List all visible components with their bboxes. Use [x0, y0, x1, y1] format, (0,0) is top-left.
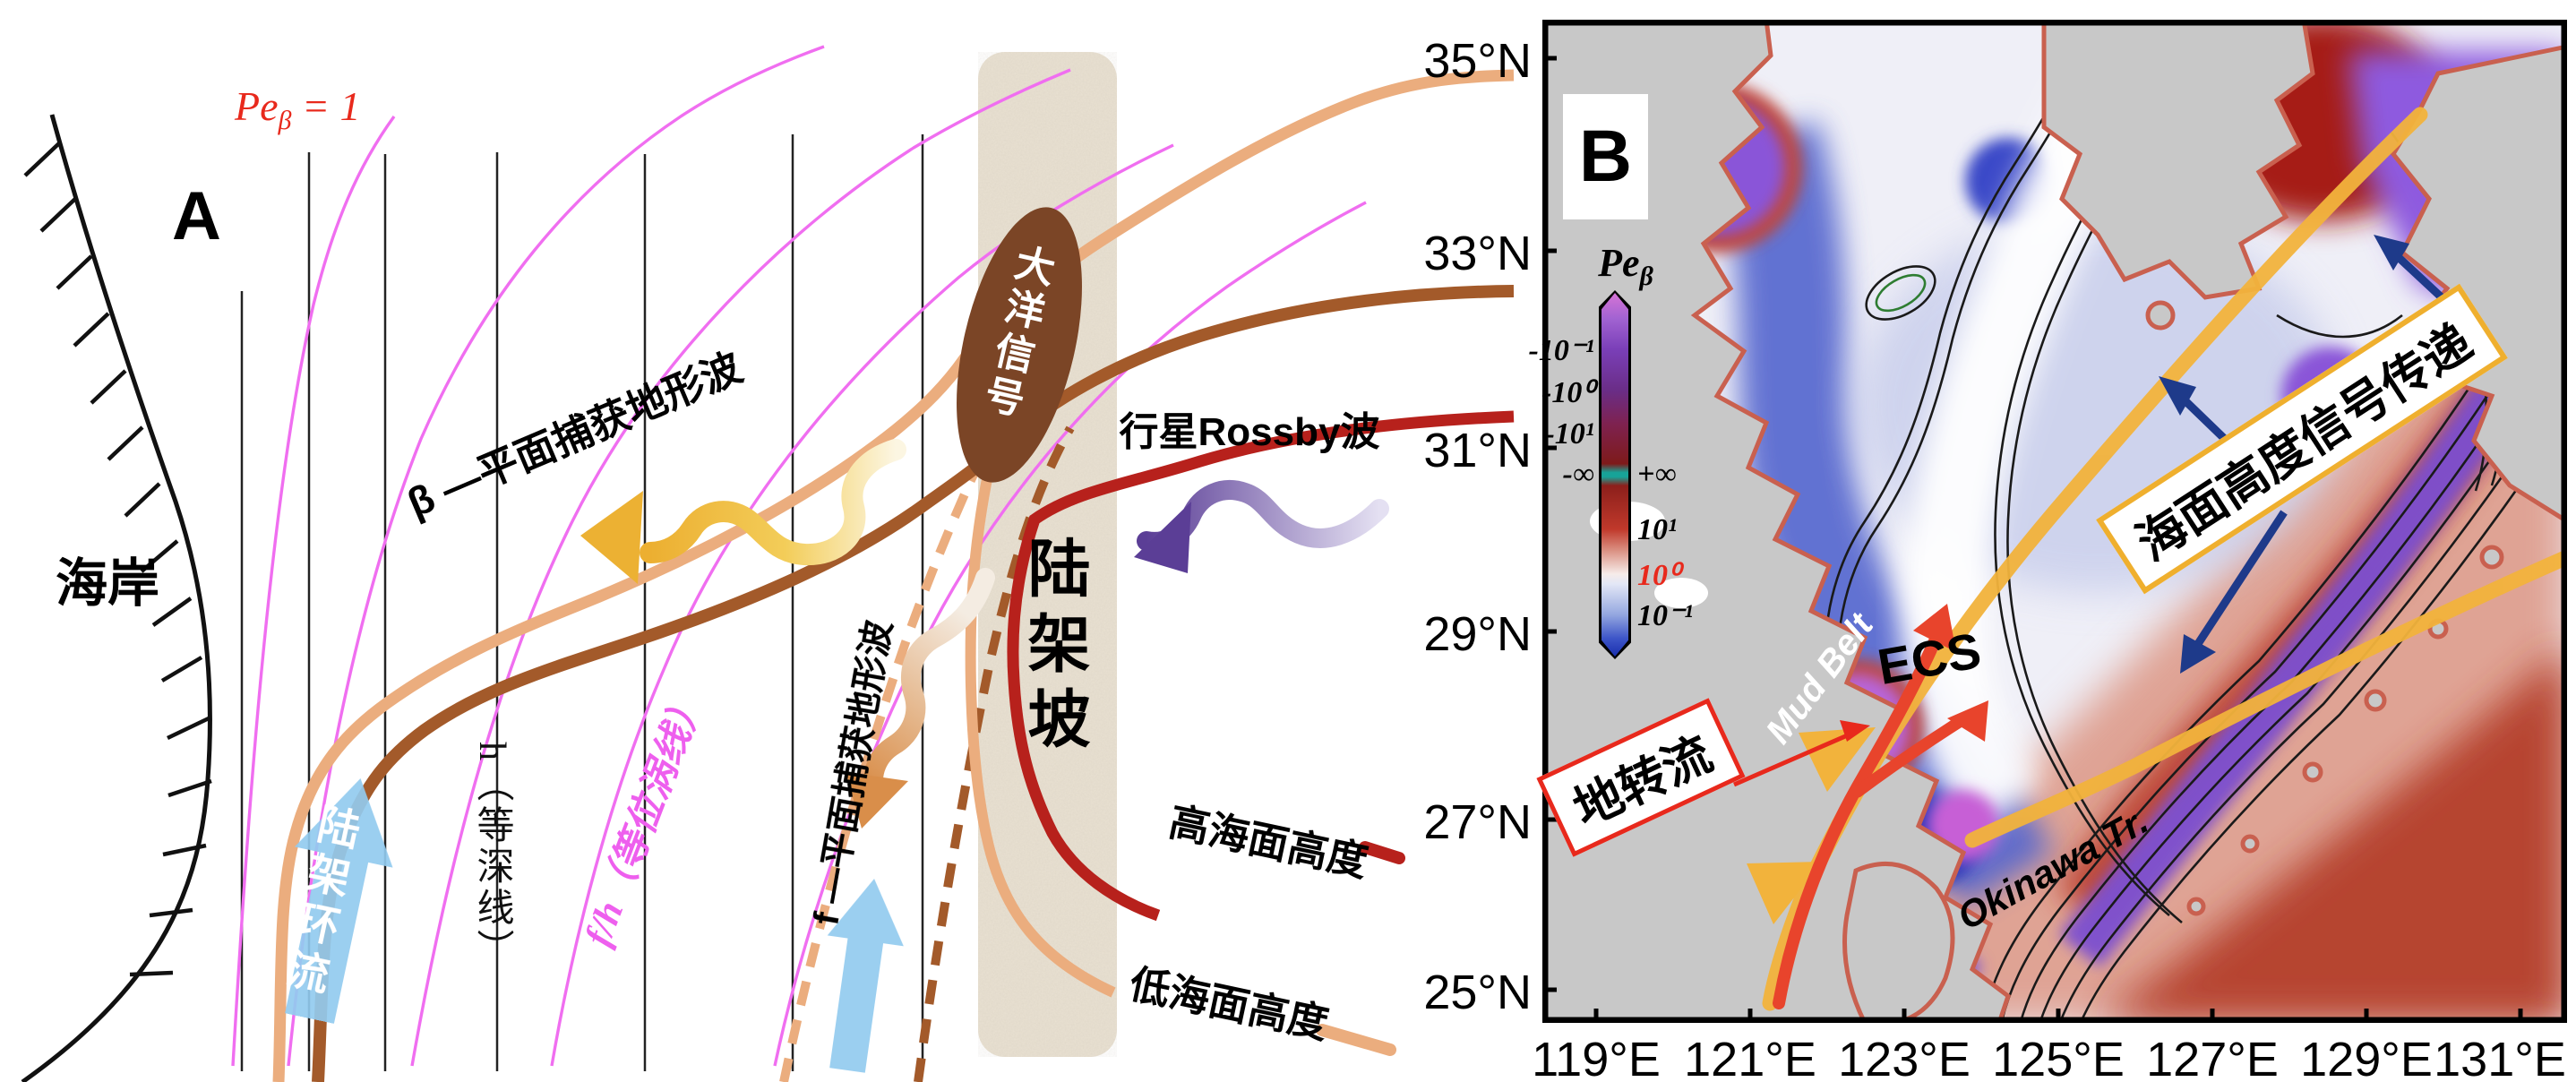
lat-33n: 33°N	[1423, 227, 1532, 280]
panel-a-schematic	[21, 45, 1515, 1082]
pe-eq: = 1	[291, 83, 361, 129]
lon-123e: 123°E	[1838, 1033, 1971, 1082]
coastline	[21, 114, 212, 1082]
low-ssh-dash	[1316, 1024, 1396, 1056]
lat-31n: 31°N	[1423, 424, 1532, 477]
lat-25n: 25°N	[1423, 966, 1532, 1019]
high-ssh-curve	[1007, 410, 1515, 922]
high-ssh-dash	[1359, 841, 1405, 864]
pe-beta-equals-1-label: Peβ = 1	[235, 82, 361, 136]
pe-sub: β	[278, 106, 292, 136]
colorbar-tick-neg-0.1: -10⁻¹	[1528, 334, 1594, 367]
shelf-slope-label: 陆架坡	[1019, 536, 1089, 761]
colorbar-tick-neg-1: -10⁰	[1541, 376, 1594, 409]
land-taiwan	[1842, 861, 1955, 1023]
lat-27n: 27°N	[1423, 795, 1532, 849]
yellow-arrowheads	[1747, 727, 1876, 924]
colorbar-title-sub: β	[1639, 261, 1653, 291]
colorbar-tick-0.1: 10⁻¹	[1637, 599, 1694, 632]
coast-label: 海岸	[56, 554, 160, 613]
rossby-wave-arrow	[1134, 480, 1389, 573]
lon-131e: 131°E	[2434, 1033, 2566, 1082]
lon-121e: 121°E	[1684, 1033, 1816, 1082]
isobath-label: h（等深线）	[471, 742, 512, 970]
lon-125e: 125°E	[1992, 1033, 2125, 1082]
colorbar-tick-1-highlight: 10⁰	[1637, 559, 1680, 592]
f-wave-arrow	[846, 568, 995, 829]
land-ryukyu-islands	[2186, 545, 2504, 916]
panel-b-letter: B	[1563, 94, 1648, 219]
colorbar-title: Peβ	[1558, 240, 1693, 292]
pe-main: Pe	[235, 83, 279, 129]
low-ssh-curve	[272, 69, 1515, 1082]
planetary-rossby-label: 行星Rossby波	[1119, 410, 1380, 454]
coast-hatching	[23, 142, 212, 977]
geostrophic-arrows	[1733, 604, 1988, 1009]
colorbar-title-main: Pe	[1598, 241, 1640, 285]
lat-35n: 35°N	[1423, 34, 1532, 88]
map-border	[1542, 20, 2567, 1023]
land-jeju	[2145, 300, 2176, 331]
panel-a-letter: A	[172, 178, 221, 254]
low-ssh-branch	[965, 416, 1116, 998]
ocean-signal-ellipse	[957, 207, 1082, 483]
colorbar	[1601, 293, 1628, 657]
colorbar-tick-neg-inf: -∞	[1562, 458, 1594, 491]
shelf-current-arrows	[285, 777, 904, 1073]
lon-129e: 129°E	[2300, 1033, 2433, 1082]
lon-127e: 127°E	[2146, 1033, 2279, 1082]
lon-119e: 119°E	[1532, 1033, 1661, 1082]
pv-contour-lines	[231, 45, 1367, 1067]
beta-wave-arrow	[580, 439, 906, 584]
lat-29n: 29°N	[1423, 607, 1532, 661]
colorbar-tick-pos-inf: +∞	[1637, 458, 1677, 491]
colorbar-tick-10: 10¹	[1637, 513, 1678, 546]
colorbar-tick-neg-10: -10¹	[1544, 417, 1594, 451]
